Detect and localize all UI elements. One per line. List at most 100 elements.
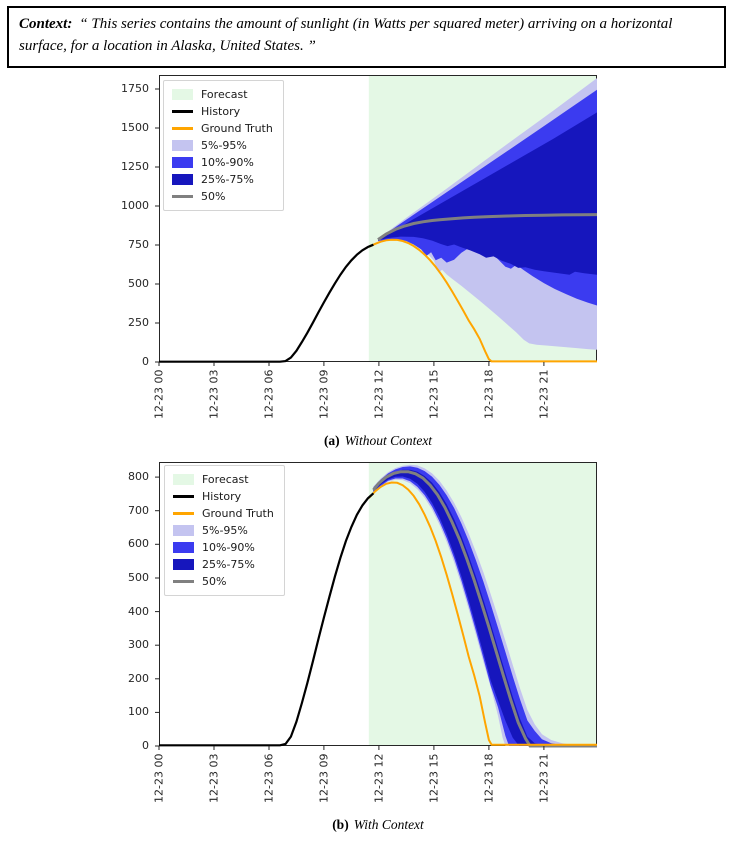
caption-b: (b) With Context — [159, 817, 597, 833]
legend-line — [172, 127, 193, 130]
x-tick-label: 12-23 18 — [482, 369, 496, 419]
y-tick-label: 1250 — [121, 160, 149, 174]
history-line — [159, 243, 374, 363]
caption-a-index: (a) — [323, 433, 340, 448]
median-line — [377, 213, 598, 241]
context-quote: “ This series contains the amount of sun… — [19, 16, 673, 54]
caption-a-label: Without Context — [344, 433, 433, 448]
x-tick-label: 12-23 12 — [372, 753, 386, 803]
x-tick-label: 12-23 15 — [427, 369, 441, 419]
legend-label: 10%-90% — [201, 156, 254, 169]
y-tick-label: 200 — [128, 671, 149, 685]
ground-truth-line — [368, 238, 597, 363]
legend-item: 5%-95% — [173, 524, 274, 537]
legend-b: Forecast History Ground Truth 5%-95% 10%-90%… — [164, 465, 285, 596]
caption-b-label: With Context — [353, 817, 424, 832]
y-tick-label: 250 — [128, 316, 149, 329]
legend-label: Forecast — [201, 88, 248, 101]
plot-area-b — [155, 462, 597, 750]
legend-item: Ground Truth — [173, 507, 274, 520]
legend-item: 5%-95% — [172, 139, 273, 152]
legend-label: 10%-90% — [202, 541, 255, 554]
legend-label: 5%-95% — [201, 139, 247, 152]
y-tick-label: 1000 — [121, 199, 149, 213]
legend-item: Ground Truth — [172, 122, 273, 135]
legend-swatch-patch — [173, 474, 194, 485]
legend-item: History — [173, 490, 274, 503]
legend-a: Forecast History Ground Truth 5%-95% 10%-90%… — [163, 80, 284, 211]
legend-swatch-line — [173, 491, 194, 502]
x-tick-label: 12-23 03 — [207, 369, 221, 419]
legend-label: 50% — [202, 575, 227, 588]
y-tick-label: 500 — [128, 277, 149, 290]
legend-label: Ground Truth — [202, 507, 274, 520]
band-10%-90% — [378, 89, 597, 306]
legend-swatch-line — [173, 508, 194, 519]
x-tick-label: 12-23 06 — [262, 369, 276, 419]
legend-label: Ground Truth — [201, 122, 273, 135]
legend-item: History — [172, 105, 273, 118]
x-tick-label: 12-23 18 — [482, 753, 496, 803]
x-tick-label: 12-23 00 — [152, 369, 166, 419]
plot-border — [159, 75, 597, 362]
y-tick-label: 500 — [128, 570, 149, 584]
legend-line — [173, 495, 194, 498]
band-5%-95% — [373, 464, 597, 746]
plot-border — [159, 462, 597, 746]
legend-swatch-line — [172, 123, 193, 134]
legend-label: History — [201, 105, 241, 118]
legend-label: History — [202, 490, 242, 503]
y-tick-label: 400 — [128, 604, 149, 618]
legend-label: 25%-75% — [202, 558, 255, 571]
y-tick-label: 800 — [128, 470, 149, 484]
legend-swatch-patch — [173, 559, 194, 570]
x-tick-label: 12-23 21 — [537, 753, 551, 803]
legend-item: 10%-90% — [172, 156, 273, 169]
context-label: Context: — [19, 16, 73, 32]
legend-label: 25%-75% — [201, 173, 254, 186]
plot-area-a — [155, 75, 598, 366]
band-25%-75% — [373, 469, 597, 746]
legend-swatch-patch — [172, 174, 193, 185]
legend-line — [172, 110, 193, 113]
legend-swatch-patch — [172, 140, 193, 151]
legend-item: 50% — [173, 575, 274, 588]
y-tick-label: 1500 — [121, 121, 149, 135]
x-tick-label: 12-23 09 — [317, 369, 331, 419]
legend-swatch-patch — [172, 157, 193, 168]
y-tick-label: 750 — [128, 238, 149, 252]
legend-line — [172, 194, 193, 198]
y-tick-label: 600 — [128, 537, 149, 551]
y-tick-label: 1750 — [121, 82, 149, 96]
legend-item: 50% — [172, 190, 273, 203]
x-tick-label: 12-23 00 — [152, 753, 166, 803]
legend-item: 25%-75% — [173, 558, 274, 571]
legend-swatch-patch — [172, 89, 193, 100]
legend-line — [173, 512, 194, 515]
band-5%-95% — [378, 78, 597, 350]
legend-swatch-line_thick — [173, 576, 194, 587]
y-tick-label: 0 — [142, 355, 149, 368]
forecast-region — [368, 75, 597, 362]
legend-line — [173, 579, 194, 583]
legend-swatch-line — [172, 106, 193, 117]
ground-truth-line — [368, 481, 597, 746]
legend-label: Forecast — [202, 473, 249, 486]
x-tick-label: 12-23 09 — [317, 753, 331, 803]
legend-swatch-patch — [173, 542, 194, 553]
x-tick-label: 12-23 12 — [372, 369, 386, 419]
y-tick-label: 100 — [128, 705, 149, 719]
x-tick-label: 12-23 15 — [427, 753, 441, 803]
caption-a: (a) Without Context — [159, 433, 597, 449]
legend-item: Forecast — [173, 473, 274, 486]
legend-item: Forecast — [172, 88, 273, 101]
context-box: Context: “ This series contains the amoun… — [7, 6, 726, 68]
x-tick-label: 12-23 03 — [207, 753, 221, 803]
legend-label: 50% — [201, 190, 226, 203]
legend-label: 5%-95% — [202, 524, 248, 537]
legend-item: 25%-75% — [172, 173, 273, 186]
y-tick-label: 700 — [128, 503, 149, 517]
